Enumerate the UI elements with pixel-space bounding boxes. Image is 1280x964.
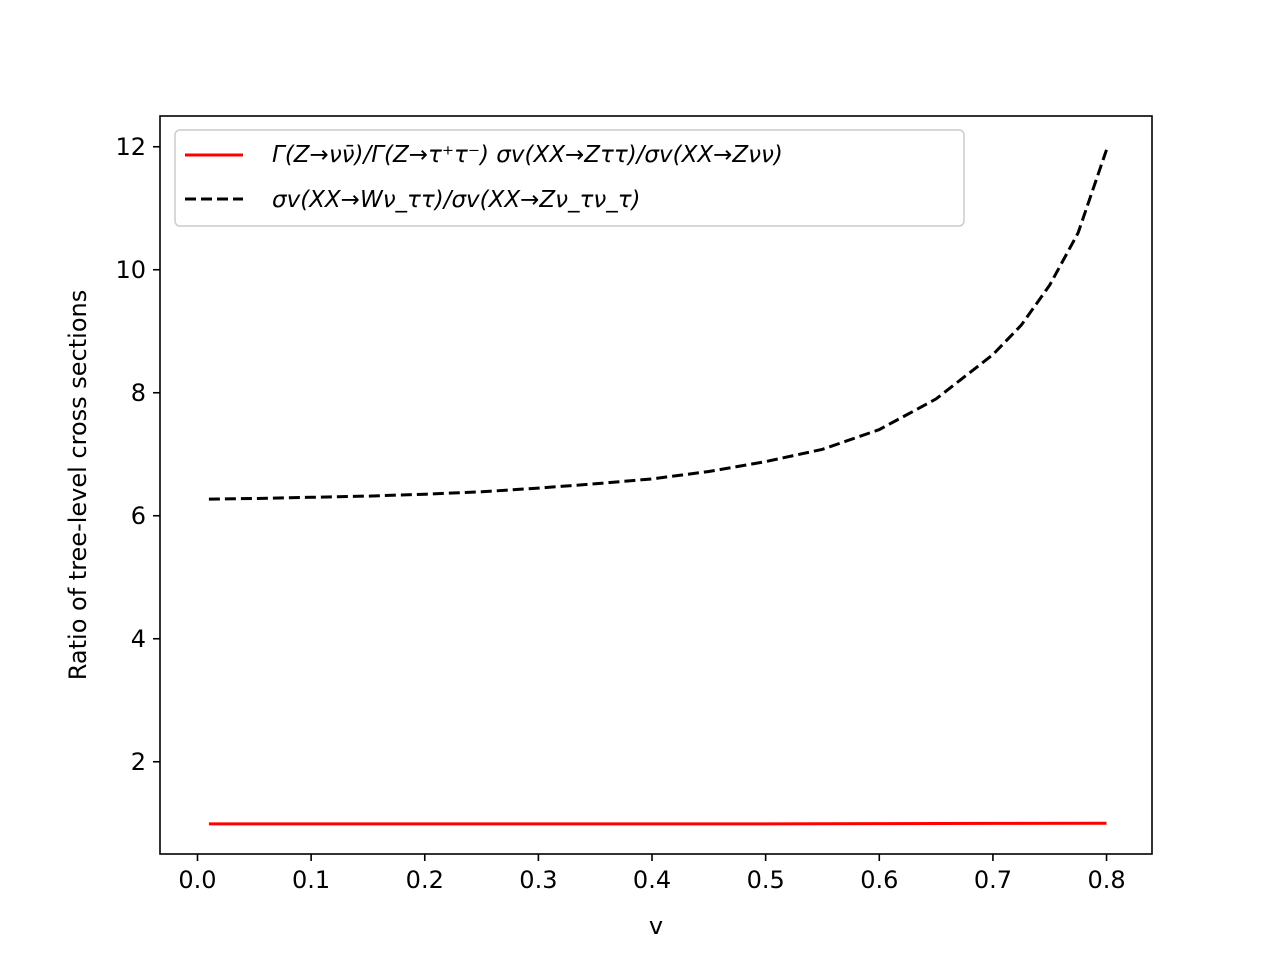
- x-tick-label: 0.7: [974, 866, 1012, 894]
- y-tick-label: 8: [131, 379, 146, 407]
- y-tick-label: 2: [131, 748, 146, 776]
- x-axis-label: v: [649, 912, 663, 940]
- x-tick-label: 0.5: [747, 866, 785, 894]
- legend-label-ratio-w-z: σv(XX→Wν_ττ)/σv(XX→Zν_τν_τ): [272, 187, 641, 213]
- legend: Γ(Z→νν̄)/Γ(Z→τ⁺τ⁻) σv(XX→Zττ)/σv(XX→Zνν)…: [174, 129, 965, 227]
- x-tick-label: 0.6: [860, 866, 898, 894]
- series-line-1: [208, 149, 1108, 501]
- series-line-0: [208, 821, 1107, 826]
- series-layer: [208, 149, 1108, 826]
- y-tick-label: 4: [131, 625, 146, 653]
- y-tick-label: 10: [115, 256, 146, 284]
- y-axis-label: Ratio of tree-level cross sections: [64, 290, 92, 680]
- x-tick-label: 0.1: [292, 866, 330, 894]
- y-tick-label: 12: [115, 133, 146, 161]
- x-tick-label: 0.8: [1087, 866, 1125, 894]
- x-axis: 0.0 0.1 0.2 0.3 0.4 0.5 0.6 0.7 0.8: [178, 854, 1126, 894]
- y-axis: 2 4 6 8 10 12: [115, 133, 160, 776]
- x-tick-label: 0.0: [178, 866, 216, 894]
- x-tick-label: 0.2: [406, 866, 444, 894]
- x-tick-label: 0.3: [519, 866, 557, 894]
- legend-box: [174, 129, 965, 227]
- legend-label-ratio-tau-nu: Γ(Z→νν̄)/Γ(Z→τ⁺τ⁻) σv(XX→Zττ)/σv(XX→Zνν): [272, 142, 783, 168]
- axes-frame: [159, 115, 1153, 855]
- x-tick-label: 0.4: [633, 866, 671, 894]
- y-tick-label: 6: [131, 502, 146, 530]
